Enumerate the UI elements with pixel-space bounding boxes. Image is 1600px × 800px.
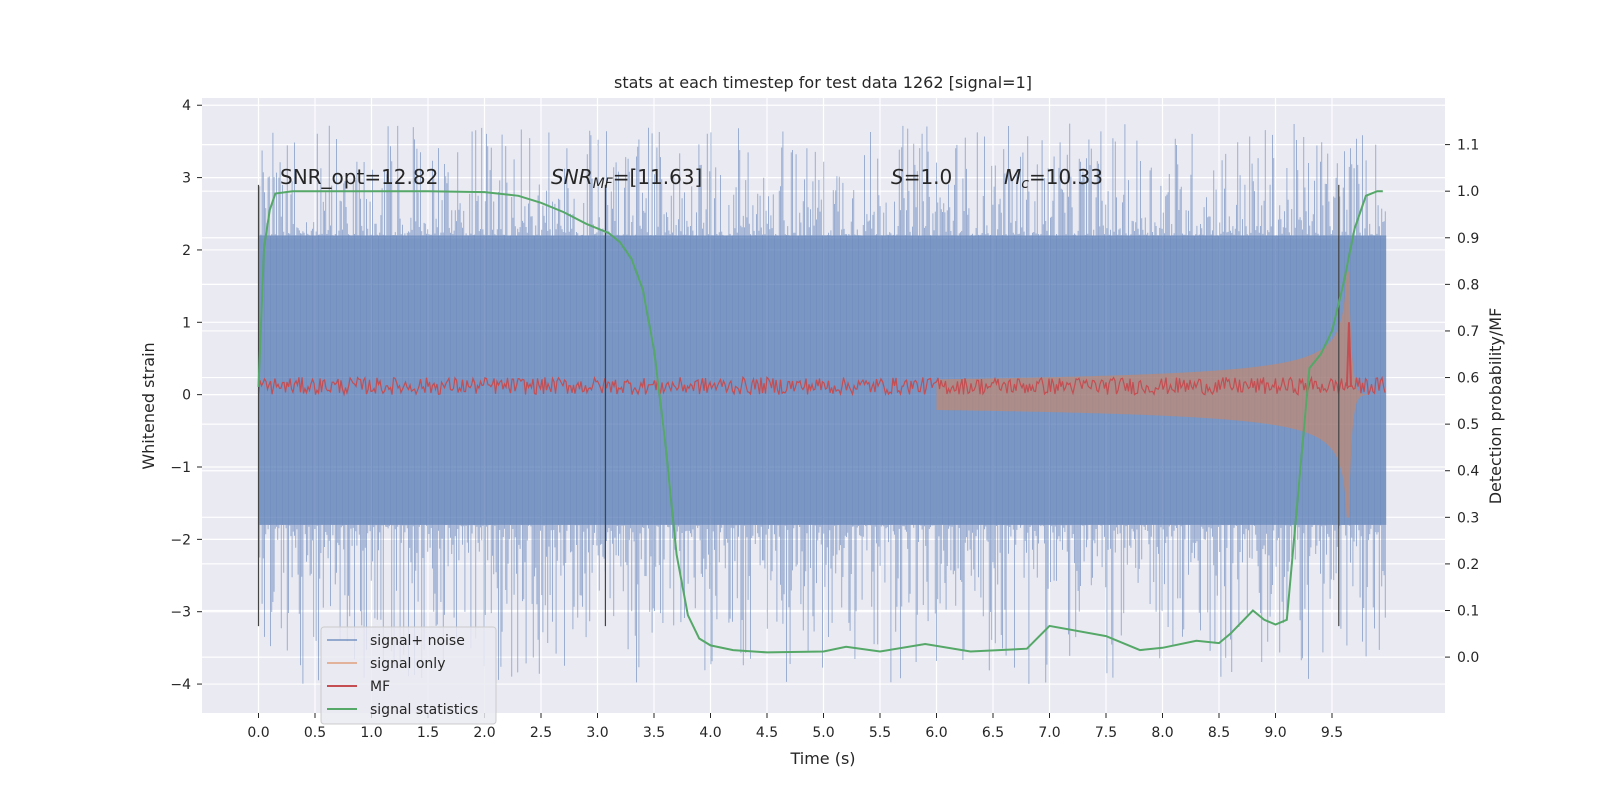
annotation-mc-sym: M bbox=[1004, 165, 1021, 189]
x-tick-label: 0.5 bbox=[304, 725, 326, 741]
x-tick-label: 9.5 bbox=[1321, 725, 1343, 741]
x-tick-label: 3.5 bbox=[643, 725, 665, 741]
y2-tick-label: 0.6 bbox=[1457, 371, 1479, 387]
y-tick-label: 1 bbox=[182, 315, 191, 331]
annotation-snr-mf-sub: MF bbox=[593, 176, 614, 192]
x-tick-label: 4.0 bbox=[699, 725, 721, 741]
annotation-s-rest: =1.0 bbox=[904, 165, 953, 189]
x-tick-label: 1.0 bbox=[360, 725, 382, 741]
y2-tick-label: 0.1 bbox=[1457, 604, 1479, 620]
x-tick-label: 9.0 bbox=[1264, 725, 1286, 741]
legend-label-signal-only: signal only bbox=[370, 656, 445, 672]
x-tick-label: 5.0 bbox=[812, 725, 834, 741]
y2-axis-label: Detection probability/MF bbox=[1486, 308, 1505, 505]
mf-trace bbox=[257, 375, 1386, 397]
x-tick-label: 2.0 bbox=[473, 725, 495, 741]
annotation-s: S=1.0 bbox=[891, 165, 952, 189]
y2-tick-label: 0.4 bbox=[1457, 464, 1479, 480]
y-tick-label: −3 bbox=[170, 605, 191, 621]
y2-tick-label: 0.9 bbox=[1457, 231, 1479, 247]
signal-only-trace bbox=[936, 271, 1387, 518]
x-tick-label: 6.5 bbox=[982, 725, 1004, 741]
y-tick-label: 2 bbox=[182, 243, 191, 259]
annotation-mc-sub: c bbox=[1021, 176, 1029, 192]
legend-label-mf: MF bbox=[370, 679, 390, 695]
y-tick-label: 4 bbox=[182, 98, 191, 114]
signal-statistics-line bbox=[257, 190, 1383, 654]
legend-box bbox=[320, 626, 497, 725]
x-tick-label: 6.0 bbox=[925, 725, 947, 741]
y-tick-label: 0 bbox=[182, 388, 191, 404]
annotation-snr-opt: SNR_opt=12.82 bbox=[280, 165, 438, 189]
x-tick-label: 8.0 bbox=[1151, 725, 1173, 741]
x-tick-label: 3.0 bbox=[586, 725, 608, 741]
x-axis-label: Time (s) bbox=[789, 749, 855, 768]
chart-title: stats at each timestep for test data 126… bbox=[614, 73, 1032, 92]
legend: signal+ noise signal only MF signal stat… bbox=[320, 626, 497, 725]
x-tick-label: 7.0 bbox=[1038, 725, 1060, 741]
y-tick-label: −4 bbox=[170, 677, 191, 693]
y2-tick-label: 1.1 bbox=[1457, 138, 1479, 154]
annotation-mc-rest: =10.33 bbox=[1029, 165, 1103, 189]
annotation-snr-mf: SNRMF=[11.63] bbox=[551, 165, 702, 192]
data-layer bbox=[257, 123, 1387, 684]
x-tick-label: 1.5 bbox=[417, 725, 439, 741]
annotation-mc: Mc=10.33 bbox=[1004, 165, 1103, 192]
mf-peak bbox=[1345, 322, 1352, 386]
y-tick-label: −2 bbox=[170, 532, 191, 548]
y2-tick-label: 0.7 bbox=[1457, 324, 1479, 340]
x-tick-label: 8.5 bbox=[1208, 725, 1230, 741]
x-tick-label: 4.5 bbox=[756, 725, 778, 741]
x-tick-label: 7.5 bbox=[1095, 725, 1117, 741]
x-tick-label: 2.5 bbox=[530, 725, 552, 741]
annotation-snr-mf-rest: =[11.63] bbox=[613, 165, 703, 189]
y-tick-label: −1 bbox=[170, 460, 191, 476]
annotation-snr-mf-main: SNR bbox=[551, 165, 593, 189]
legend-label-signal-statistics: signal statistics bbox=[370, 702, 478, 718]
x-tick-label: 0.0 bbox=[247, 725, 269, 741]
annotation-s-sym: S bbox=[891, 165, 904, 189]
y-tick-label: 3 bbox=[182, 171, 191, 187]
y2-tick-label: 0.3 bbox=[1457, 510, 1479, 526]
legend-label-signal-noise: signal+ noise bbox=[370, 633, 465, 649]
y-axis-label: Whitened strain bbox=[139, 342, 158, 469]
y2-tick-label: 0.5 bbox=[1457, 417, 1479, 433]
y2-tick-label: 0.2 bbox=[1457, 557, 1479, 573]
axes-layer: 0.0 0.5 1.0 1.5 2.0 2.5 3.0 3.5 4.0 4.5 5.0 5.5 6.0 6… bbox=[170, 98, 1479, 741]
y2-tick-label: 1.0 bbox=[1457, 184, 1479, 200]
y2-tick-label: 0.0 bbox=[1457, 650, 1479, 666]
x-tick-label: 5.5 bbox=[869, 725, 891, 741]
y2-tick-label: 0.8 bbox=[1457, 277, 1479, 293]
